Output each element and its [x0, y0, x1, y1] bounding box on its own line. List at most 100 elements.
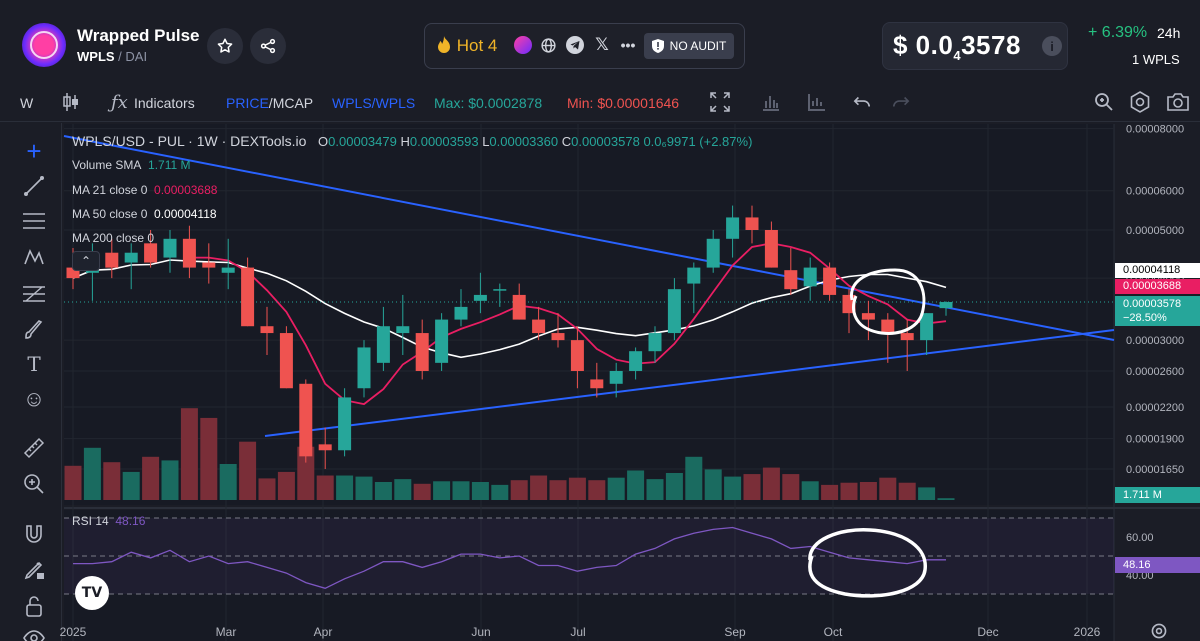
trend-line-icon[interactable]	[20, 172, 48, 200]
pattern-icon[interactable]	[20, 243, 48, 271]
candle-body	[648, 333, 662, 352]
token-icon[interactable]	[514, 36, 532, 54]
fib-icon[interactable]	[20, 280, 48, 308]
axis-settings-icon[interactable]	[1150, 622, 1168, 640]
price-mcap-toggle[interactable]: PRICE/MCAP	[226, 95, 313, 111]
price-mode: PRICE	[226, 95, 269, 111]
candle-body	[182, 238, 196, 268]
candle-body	[900, 333, 914, 341]
price-tail: 3578	[961, 30, 1021, 60]
candle-body	[415, 333, 429, 371]
eye-icon[interactable]	[20, 624, 48, 641]
rsi-axis-badge: 48.16	[1115, 557, 1200, 573]
volume-bar	[646, 479, 664, 500]
ma50-legend: MA 50 close 0 0.00004118	[72, 207, 217, 221]
volume-bar	[161, 460, 179, 500]
parallel-lines-icon[interactable]	[20, 207, 48, 235]
x-icon[interactable]: 𝕏	[595, 35, 609, 54]
text-tool-icon[interactable]: T	[27, 352, 41, 376]
bar-chart-icon[interactable]	[761, 92, 781, 112]
fullscreen-icon[interactable]	[710, 92, 730, 112]
rsi-line	[73, 526, 946, 589]
volume-bar	[180, 408, 198, 500]
volume-bar	[103, 462, 121, 500]
change-period: 24h	[1157, 25, 1181, 41]
ma21-value: 0.00003688	[154, 183, 218, 197]
volume-bar	[568, 477, 586, 500]
rsi-pane	[64, 510, 1114, 641]
candle-body	[823, 267, 837, 295]
audit-badge[interactable]: NO AUDIT	[644, 33, 734, 59]
volume-axis-badge: 1.711 M	[1115, 487, 1200, 503]
lock-draw-icon[interactable]	[20, 556, 48, 584]
chart-legend: WPLS/USD - PUL · 1W · DEXTools.io O0.000…	[72, 133, 752, 149]
annotation-circle-rsi	[808, 528, 927, 598]
candle-body	[299, 383, 313, 457]
rsi-value: 48.16	[115, 514, 146, 528]
token-symbol: WPLS	[77, 49, 115, 64]
price-mcap-separator: /	[268, 95, 273, 111]
fx-icon[interactable]: ƒx	[111, 92, 128, 113]
ma21-line	[189, 242, 947, 406]
price-axis-badge: 0.00003578 −28.50%	[1115, 296, 1200, 326]
ma50-value: 0.00004118	[154, 207, 217, 221]
brush-icon[interactable]	[20, 316, 48, 344]
info-icon[interactable]: i	[1042, 36, 1062, 56]
globe-icon[interactable]	[539, 36, 557, 54]
volume-bar	[937, 498, 955, 500]
candle-body	[241, 267, 255, 327]
redo-icon[interactable]	[892, 93, 910, 111]
token-logo-mark	[30, 31, 58, 59]
x-tick-label: Jun	[471, 625, 490, 639]
settings-icon[interactable]	[1129, 91, 1151, 113]
share-button[interactable]	[250, 28, 286, 64]
favorite-button[interactable]	[207, 28, 243, 64]
candle-type-icon[interactable]	[62, 92, 80, 115]
volume-sma-value: 1.711 M	[148, 158, 191, 172]
zoom-in-icon[interactable]	[20, 470, 48, 498]
volume-bar	[801, 481, 819, 500]
ma50-label: MA 50 close 0	[72, 207, 148, 221]
candle-body	[376, 326, 390, 363]
chart-toolbar	[0, 86, 1200, 122]
collapse-legend-button[interactable]: ⌃	[72, 251, 100, 271]
volume-bar	[316, 475, 334, 500]
camera-icon[interactable]	[1166, 91, 1190, 113]
interval-button[interactable]: W	[20, 95, 34, 111]
magnet-icon[interactable]	[20, 520, 48, 548]
tradingview-logo[interactable]: TV	[75, 576, 109, 610]
volume-bar	[898, 482, 916, 500]
volume-bar	[491, 484, 509, 500]
hot-badge[interactable]: Hot 4	[436, 35, 497, 56]
volume-bar	[219, 464, 237, 500]
rsi-legend: RSI 14 48.16	[72, 514, 145, 528]
undo-icon[interactable]	[853, 93, 871, 111]
more-icon[interactable]: •••	[620, 37, 636, 53]
volume-bar	[297, 446, 315, 500]
ruler-icon[interactable]	[20, 434, 48, 462]
volume-bar	[530, 475, 548, 500]
stats-icon[interactable]	[807, 92, 827, 112]
volume-bar	[83, 447, 101, 500]
volume-bar	[394, 479, 412, 500]
telegram-icon[interactable]	[566, 36, 584, 54]
pair-toggle[interactable]: WPLS/WPLS	[332, 95, 416, 111]
indicators-button[interactable]: Indicators	[134, 95, 195, 111]
candle-body	[396, 326, 410, 334]
candle-body	[667, 289, 681, 334]
volume-bar	[724, 476, 742, 500]
zoom-search-icon[interactable]	[1093, 91, 1115, 113]
lock-icon[interactable]	[20, 592, 48, 620]
volume-bar	[859, 482, 877, 500]
volume-bar	[200, 417, 218, 500]
emoji-icon[interactable]: ☺	[22, 386, 46, 411]
crosshair-icon[interactable]: +	[26, 135, 42, 166]
candle-body	[144, 243, 158, 263]
x-tick-label: Jul	[570, 625, 585, 639]
volume-bar	[840, 482, 858, 500]
change-value: 0.0₆9971 (+2.87%)	[643, 134, 753, 149]
candle-body	[124, 252, 138, 263]
low-value: 0.00003360	[489, 134, 559, 149]
volume-bar	[762, 467, 780, 500]
rsi-tick-label: 60.00	[1126, 532, 1154, 544]
